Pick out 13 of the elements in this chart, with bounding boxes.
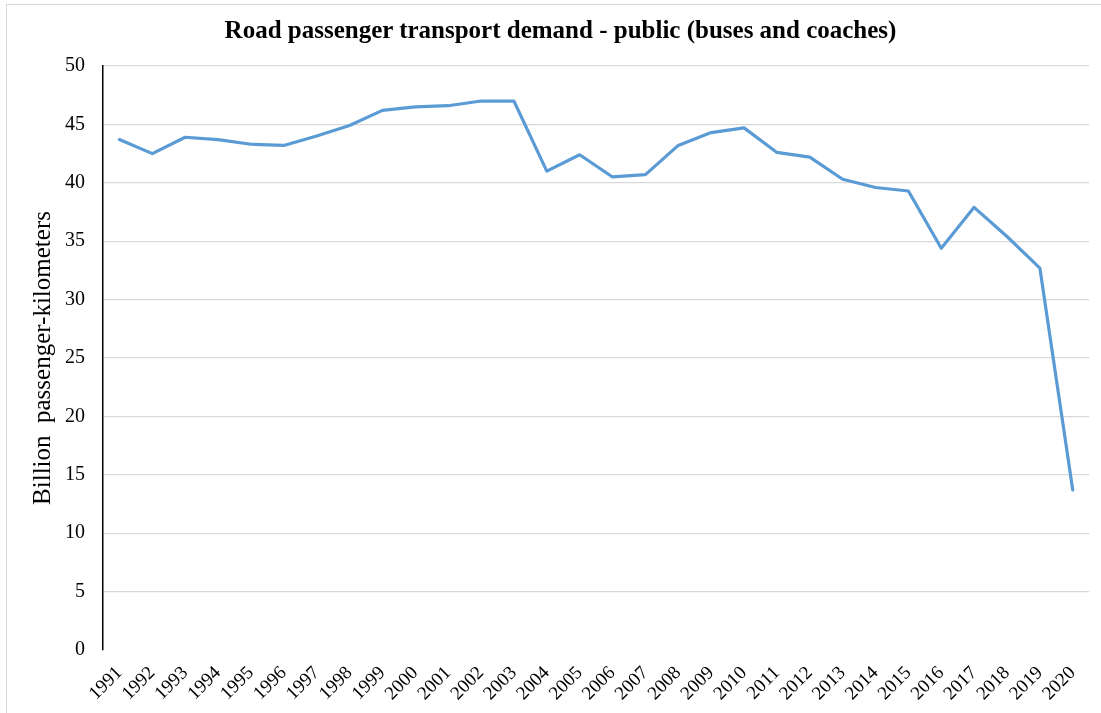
y-tick-label: 20 [65,403,85,426]
y-tick-label: 15 [65,462,85,485]
y-tick-label: 30 [65,286,85,309]
y-tick-label: 35 [65,228,85,251]
y-tick-label: 10 [65,520,85,543]
y-tick-label: 45 [65,111,85,134]
chart-title: Road passenger transport demand - public (buses and coaches) [224,16,897,45]
y-axis-title: Billion passenger-kilometers [27,211,55,505]
y-tick-label: 25 [65,345,85,368]
y-tick-label: 5 [75,578,85,601]
y-tick-label: 50 [65,53,85,76]
y-tick-label: 0 [75,637,85,660]
y-tick-label: 40 [65,170,85,193]
